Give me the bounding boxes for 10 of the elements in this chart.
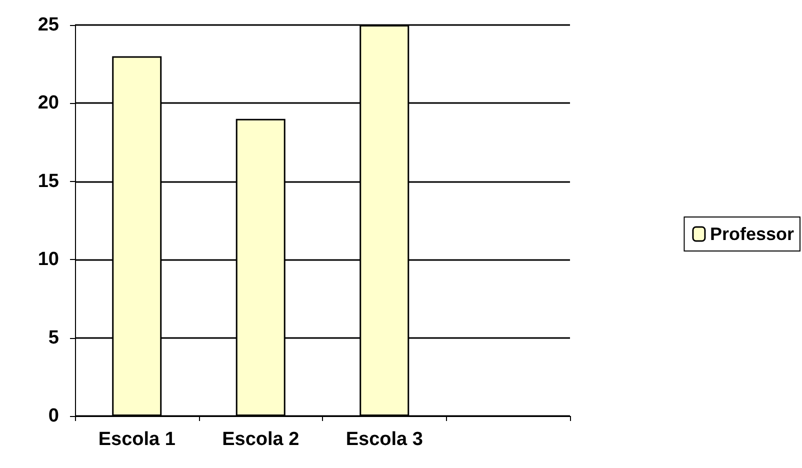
y-tick-label: 15 [38, 170, 60, 192]
y-tick-label: 20 [38, 92, 59, 114]
y-tick-label: 25 [38, 14, 60, 36]
x-tick-label: Escola 3 [346, 429, 423, 450]
y-tick-label: 5 [48, 327, 60, 348]
x-tick-label: Escola 2 [222, 429, 300, 450]
y-tick-label: 0 [48, 406, 59, 426]
legend-label: Professor [710, 224, 794, 244]
x-tick-label: Escola 1 [98, 429, 176, 450]
y-tick-label: 10 [38, 249, 59, 270]
